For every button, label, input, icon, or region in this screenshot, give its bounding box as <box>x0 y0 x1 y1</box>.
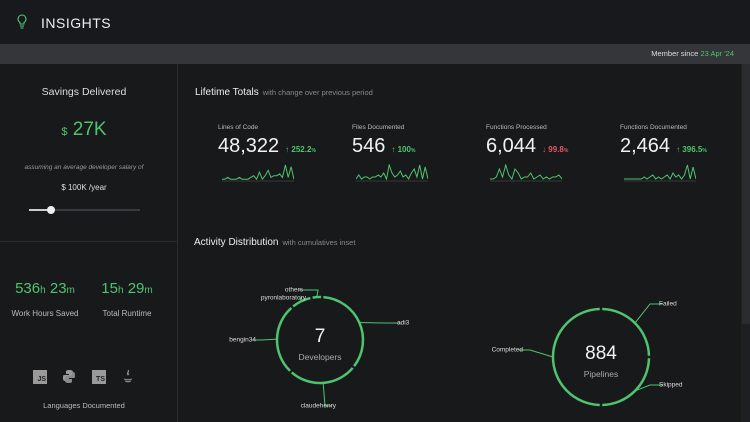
segment-label: bengin34 <box>229 337 256 344</box>
lifetime-subtitle: with change over previous period <box>262 88 373 97</box>
arrow-up-icon: ↑ <box>285 145 290 154</box>
divider <box>0 241 178 242</box>
languages-label: Languages Documented <box>43 401 125 410</box>
activity-title: Activity Distribution with cumulatives in… <box>194 237 356 248</box>
runtime-value: 15h 29m <box>101 280 153 297</box>
stat-label: Lines of Code <box>218 124 259 131</box>
donut-segment-Failed[interactable] <box>602 307 651 356</box>
leader-line <box>322 382 332 407</box>
stat-value: 6,044 <box>486 135 537 157</box>
donut-segment-Skipped[interactable] <box>602 358 651 407</box>
stat-change: ↑ 396.5% <box>676 145 707 154</box>
leader-line <box>519 349 554 358</box>
segment-label: Failed <box>659 301 677 308</box>
page-title: INSIGHTS <box>41 15 112 31</box>
slider-fill <box>29 209 52 211</box>
arrow-up-icon: ↑ <box>676 145 681 154</box>
savings-panel <box>0 64 178 422</box>
runtime-label: Total Runtime <box>102 309 152 318</box>
donut-label: Developers <box>299 352 342 362</box>
member-date: 23 Apr '24 <box>700 49 734 58</box>
stat-value: 48,322 <box>218 135 280 157</box>
stat-change: ↑ 100% <box>391 145 416 154</box>
sparkline <box>222 164 294 182</box>
stat-value: 2,464 <box>620 135 671 157</box>
stat-label: Functions Documented <box>620 124 687 131</box>
stat-files-documented: Files Documented 546 ↑ 100% <box>352 124 482 182</box>
salary-value: $ 100K /year <box>61 183 107 192</box>
sparkline <box>490 164 562 182</box>
donut-segment-claudehenry[interactable] <box>290 367 354 385</box>
savings-title: Savings Delivered <box>41 86 127 98</box>
sparkline <box>356 164 428 182</box>
donut-segment-adi3[interactable] <box>323 295 365 367</box>
salary-slider[interactable] <box>29 206 140 214</box>
arrow-up-icon: ↑ <box>391 145 396 154</box>
donut-label: Pipelines <box>584 369 619 379</box>
stat-label: Files Documented <box>352 124 405 131</box>
sparkline <box>624 164 696 182</box>
stat-change: ↓ 99.8% <box>542 145 569 154</box>
scrollbar[interactable] <box>741 64 750 422</box>
segment-label: others <box>285 287 304 294</box>
lifetime-title: Lifetime Totals with change over previous… <box>195 87 373 98</box>
segment-label: Completed <box>492 347 524 354</box>
segment-label: claudehenry <box>301 403 337 410</box>
work-hours-value: 536h 23m <box>15 280 75 297</box>
app-header: INSIGHTS <box>0 0 750 44</box>
scrollbar-thumb[interactable] <box>742 64 750 324</box>
javascript-icon: JS <box>33 370 47 384</box>
leader-line <box>634 303 663 324</box>
member-label: Member since <box>651 49 699 58</box>
donut-segment-bengin34[interactable] <box>275 306 293 372</box>
currency: $ <box>61 126 68 138</box>
donut-count: 884 <box>585 343 617 364</box>
stat-value: 546 <box>352 135 386 157</box>
stat-label: Functions Processed <box>486 124 547 131</box>
leader-line <box>634 384 663 392</box>
savings-amount: $ 27K <box>0 119 168 141</box>
typescript-icon: TS <box>92 370 106 384</box>
work-hours-label: Work Hours Saved <box>11 309 79 318</box>
stat-lines-of-code: Lines of Code 48,322 ↑ 252.2% <box>218 124 348 182</box>
slider-handle[interactable] <box>47 206 56 214</box>
arrow-down-icon: ↓ <box>542 145 547 154</box>
segment-label: adi3 <box>397 320 410 327</box>
leader-line <box>299 289 319 298</box>
donut-count: 7 <box>315 326 326 347</box>
stat-functions-processed: Functions Processed 6,044 ↓ 99.8% <box>486 124 616 182</box>
java-icon <box>123 369 133 383</box>
lightbulb-icon <box>17 14 27 29</box>
activity-subtitle: with cumulatives inset <box>282 238 356 247</box>
leader-line <box>299 297 302 302</box>
segment-label: pyronlaboratory <box>261 295 307 302</box>
salary-note: assuming an average developer salary of <box>24 164 144 171</box>
amount: 27K <box>72 119 107 140</box>
stat-functions-documented: Functions Documented 2,464 ↑ 396.5% <box>620 124 750 182</box>
stat-change: ↑ 252.2% <box>285 145 316 154</box>
segment-label: Skipped <box>659 382 683 389</box>
leader-line <box>252 338 278 341</box>
python-icon <box>63 370 75 383</box>
member-bar: Member since 23 Apr '24 <box>0 44 750 64</box>
